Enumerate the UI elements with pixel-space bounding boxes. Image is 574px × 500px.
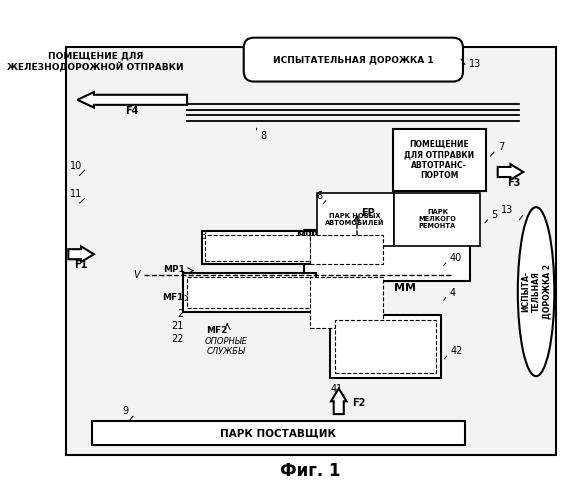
Bar [201, 232, 313, 264]
Text: F2: F2 [352, 398, 366, 408]
Text: 6: 6 [316, 190, 323, 200]
FancyArrow shape [498, 164, 523, 180]
Text: F1: F1 [75, 260, 88, 270]
Text: V: V [133, 270, 139, 280]
Bar [187, 277, 312, 308]
Bar [309, 235, 383, 264]
Text: 4: 4 [449, 288, 455, 298]
Text: 2: 2 [177, 308, 184, 318]
FancyArrow shape [68, 246, 94, 262]
Text: 13: 13 [468, 59, 480, 69]
Text: ПОМЕЩЕНИЕ
ДЛЯ ОТПРАВКИ
АВТОТРАНС-
ПОРТОМ: ПОМЕЩЕНИЕ ДЛЯ ОТПРАВКИ АВТОТРАНС- ПОРТОМ [404, 140, 474, 180]
Bar [304, 230, 470, 280]
Ellipse shape [518, 207, 554, 376]
Bar [205, 235, 309, 260]
Text: 8: 8 [260, 132, 266, 141]
Text: 21: 21 [171, 322, 184, 332]
Text: MP1: MP1 [164, 265, 185, 274]
Text: 13: 13 [501, 206, 513, 216]
Bar [92, 422, 465, 445]
Text: MF2: MF2 [207, 326, 228, 334]
Text: ПОКРАСОЧНЫЙ
ЦЕХ: ПОКРАСОЧНЫЙ ЦЕХ [227, 241, 290, 254]
FancyArrow shape [77, 92, 187, 108]
Text: 22: 22 [171, 334, 184, 344]
Text: H: H [336, 394, 344, 404]
Text: Фиг. 1: Фиг. 1 [280, 462, 340, 479]
Bar [67, 47, 556, 455]
Text: 42: 42 [450, 346, 463, 356]
Text: MF1: MF1 [162, 292, 184, 302]
Text: ИСПЫТА-
ТЕЛЬНАЯ
ДОРОЖКА 2: ИСПЫТА- ТЕЛЬНАЯ ДОРОЖКА 2 [521, 264, 551, 319]
Bar [184, 274, 316, 312]
Text: MM: MM [394, 283, 416, 293]
Text: 1: 1 [308, 248, 315, 258]
Text: 3: 3 [200, 231, 207, 241]
FancyBboxPatch shape [244, 38, 463, 82]
Text: 9: 9 [122, 406, 128, 416]
Text: 40: 40 [449, 253, 461, 263]
Text: FP: FP [362, 208, 375, 218]
Bar [309, 277, 383, 328]
Text: МОНТАЖНЫЙ
ЦЕХ: МОНТАЖНЫЙ ЦЕХ [357, 340, 413, 353]
Text: ПОМЕЩЕНИЕ ДЛЯ
ЖЕЛЕЗНОДОРОЖНОЙ ОТПРАВКИ: ПОМЕЩЕНИЕ ДЛЯ ЖЕЛЕЗНОДОРОЖНОЙ ОТПРАВКИ [7, 51, 184, 72]
Bar [335, 320, 436, 373]
Text: ПАРК НОВЫХ
АВТОМОБИЛЕЙ: ПАРК НОВЫХ АВТОМОБИЛЕЙ [325, 212, 385, 226]
Text: F4: F4 [126, 106, 139, 116]
Text: 5: 5 [491, 210, 498, 220]
Text: F3: F3 [507, 178, 521, 188]
Text: 7: 7 [499, 142, 505, 152]
Bar [329, 314, 441, 378]
Bar [317, 193, 394, 246]
Text: 11: 11 [69, 189, 82, 199]
Bar [394, 193, 480, 246]
Text: ОПОРНЫЕ
СЛУЖБЫ: ОПОРНЫЕ СЛУЖБЫ [205, 337, 248, 356]
Text: ПАРК
МЕЛКОГО
РЕМОНТА: ПАРК МЕЛКОГО РЕМОНТА [418, 210, 456, 230]
Text: 10: 10 [69, 160, 82, 170]
FancyArrow shape [331, 388, 347, 414]
Bar [393, 129, 486, 191]
Text: 41: 41 [331, 384, 343, 394]
Text: ПАРК ПОСТАВЩИК: ПАРК ПОСТАВЩИК [220, 428, 336, 438]
Text: ИСПЫТАТЕЛЬНАЯ ДОРОЖКА 1: ИСПЫТАТЕЛЬНАЯ ДОРОЖКА 1 [273, 55, 434, 64]
Text: КОБОЧНЫМ ЦЕХ: КОБОЧНЫМ ЦЕХ [216, 290, 283, 296]
Text: MP2: MP2 [296, 230, 317, 239]
